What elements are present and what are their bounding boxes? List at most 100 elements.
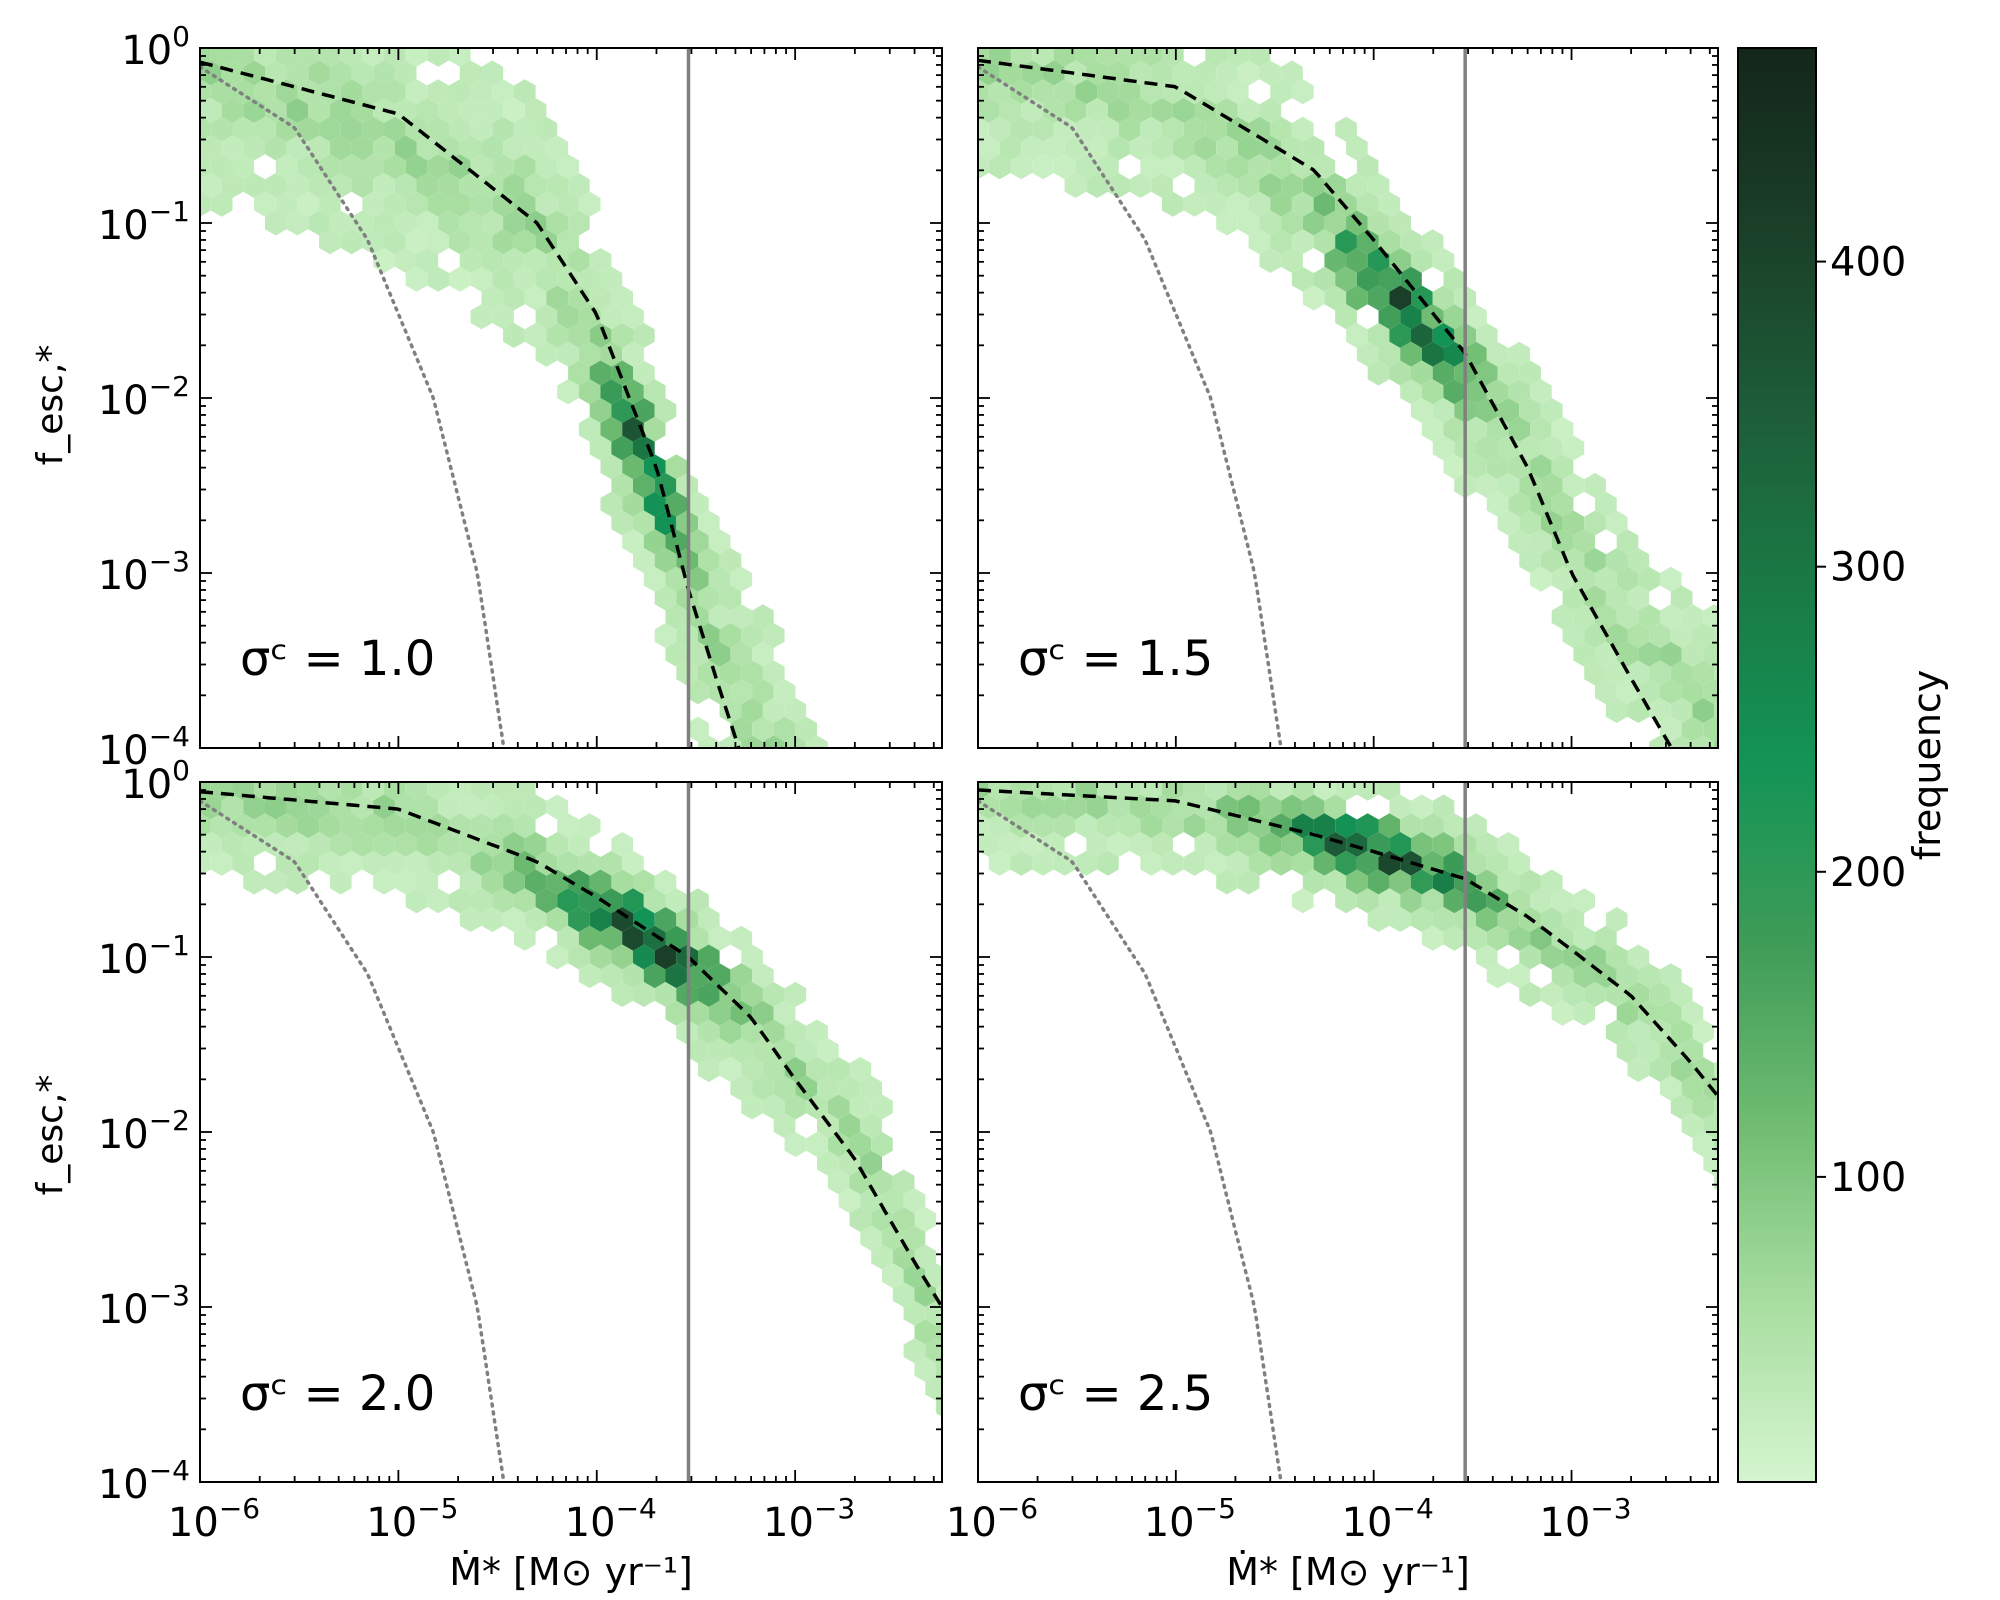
hexbin-cell	[999, 794, 1022, 820]
hexbin-cell	[568, 210, 590, 236]
hexbin-cell	[622, 850, 644, 876]
hexbin-cell	[665, 566, 688, 592]
hexbin-cell	[773, 679, 796, 705]
hexbin-cell	[643, 888, 666, 914]
hexbin-cell	[1432, 869, 1455, 895]
hexbin-cell	[243, 173, 265, 198]
hexbin-cell	[568, 360, 590, 386]
hexbin-cell	[1443, 850, 1466, 876]
hexbin-cell	[1681, 679, 1704, 705]
hexbin-cell	[1616, 963, 1639, 989]
hexbin-cell	[892, 1207, 915, 1232]
hexbin-cell	[600, 454, 623, 480]
hexbin-cell	[1140, 154, 1162, 180]
hexbin-cell	[611, 435, 633, 461]
hexbin-cell	[546, 285, 569, 311]
hexbin-cell	[817, 1038, 839, 1064]
hexbin-cell	[1313, 813, 1336, 839]
hexbin-cell	[1053, 813, 1076, 839]
hexbin-cell	[459, 907, 482, 932]
hexbin-cell	[600, 379, 623, 405]
hexbin-cell	[1107, 98, 1130, 123]
hexbin-cell	[1129, 60, 1152, 86]
hexbin-cell	[470, 850, 493, 876]
hexbin-cell	[698, 1019, 720, 1045]
hexbin-cell	[1584, 510, 1606, 536]
hexbin-cell	[1281, 210, 1303, 236]
hexbin-cell	[438, 794, 460, 820]
hexbin-cell	[578, 266, 601, 292]
hexbin-cell	[513, 813, 536, 839]
hexbin-cell	[1400, 379, 1422, 405]
hexbin-cell	[1302, 173, 1325, 198]
hexbin-cell	[741, 982, 763, 1007]
hexbin-cell	[871, 1169, 893, 1195]
hexbin-cell	[1227, 116, 1249, 142]
hexbin-cell	[1540, 869, 1563, 895]
hexbin-cell	[1129, 135, 1152, 161]
hexbin-cell	[1443, 304, 1466, 330]
hexbin-cell	[329, 173, 352, 198]
hexbin-cell	[708, 604, 731, 630]
hexbin-cell	[1530, 529, 1552, 555]
hexbin-cell	[384, 850, 406, 876]
hexbin-cell	[871, 1132, 893, 1157]
hexbin-cell	[1605, 907, 1628, 932]
hexbin-cell	[762, 982, 785, 1007]
hexbin-cell	[978, 135, 1000, 161]
panel-sigma-1-5: σᶜ = 1.5	[977, 47, 1719, 749]
hexbin-cell	[1595, 491, 1617, 517]
hexbin-cell	[1649, 1057, 1671, 1082]
hexbin-cell	[243, 98, 265, 123]
hexbin-cell	[1530, 416, 1552, 442]
hexbin-cell	[449, 79, 471, 105]
hexbin-cell	[1313, 229, 1336, 255]
hexbin-cell	[329, 210, 352, 236]
x-tick-label: 10−4	[565, 1492, 657, 1546]
x-tick-label: 10−4	[1342, 1492, 1434, 1546]
hexbin-cell	[578, 416, 601, 442]
hexbin-cell	[1302, 135, 1325, 161]
hexbin-cell	[232, 48, 255, 67]
hexbin-cell	[470, 116, 493, 142]
hexbin-cell	[384, 813, 406, 839]
hexbin-cell	[1681, 641, 1704, 667]
hexbin-cell	[1443, 925, 1466, 951]
hexbin-cell	[1411, 794, 1433, 820]
hexbin-cell	[784, 1132, 807, 1157]
hexbin-cell	[340, 813, 363, 839]
hexbin-cell	[1346, 323, 1368, 348]
hexbin-cell	[633, 548, 655, 573]
hexbin-cell	[1476, 360, 1498, 386]
hexbin-cell	[319, 79, 341, 105]
hexbin-cell	[405, 191, 428, 217]
hexbin-cell	[741, 944, 763, 970]
hexbin-cell	[698, 585, 720, 611]
hexbin-cell	[503, 98, 525, 123]
hexbin-cell	[524, 907, 547, 932]
hexbin-cell	[362, 229, 384, 255]
hexbin-cell	[492, 850, 514, 876]
hexbin-cell	[1324, 869, 1347, 895]
hexbin-cell	[1183, 782, 1206, 801]
hexbin-cell	[708, 963, 731, 989]
hexbin-cell	[1692, 1132, 1715, 1157]
hexbin-cell	[1411, 869, 1433, 895]
hexbin-cell	[1183, 79, 1206, 105]
hexbin-cell	[243, 60, 265, 86]
hexbin-cell	[1053, 48, 1076, 67]
hexbin-cell	[275, 154, 298, 180]
hexbin-cell	[1183, 191, 1206, 217]
hexbin-cell	[1378, 229, 1401, 255]
hexbin-cell	[762, 1019, 785, 1045]
hexbin-cell	[1421, 379, 1444, 405]
hexbin-cell	[1400, 229, 1422, 255]
hexbin-cell	[470, 229, 493, 255]
hexbin-cell	[1595, 604, 1617, 630]
hexbin-cell	[1205, 79, 1227, 105]
hexbin-cell	[254, 116, 276, 142]
hexbin-cell	[1335, 229, 1357, 255]
hexbin-cell	[405, 48, 428, 67]
hexbin-cell	[449, 782, 471, 801]
hexbin-cell	[1389, 323, 1411, 348]
